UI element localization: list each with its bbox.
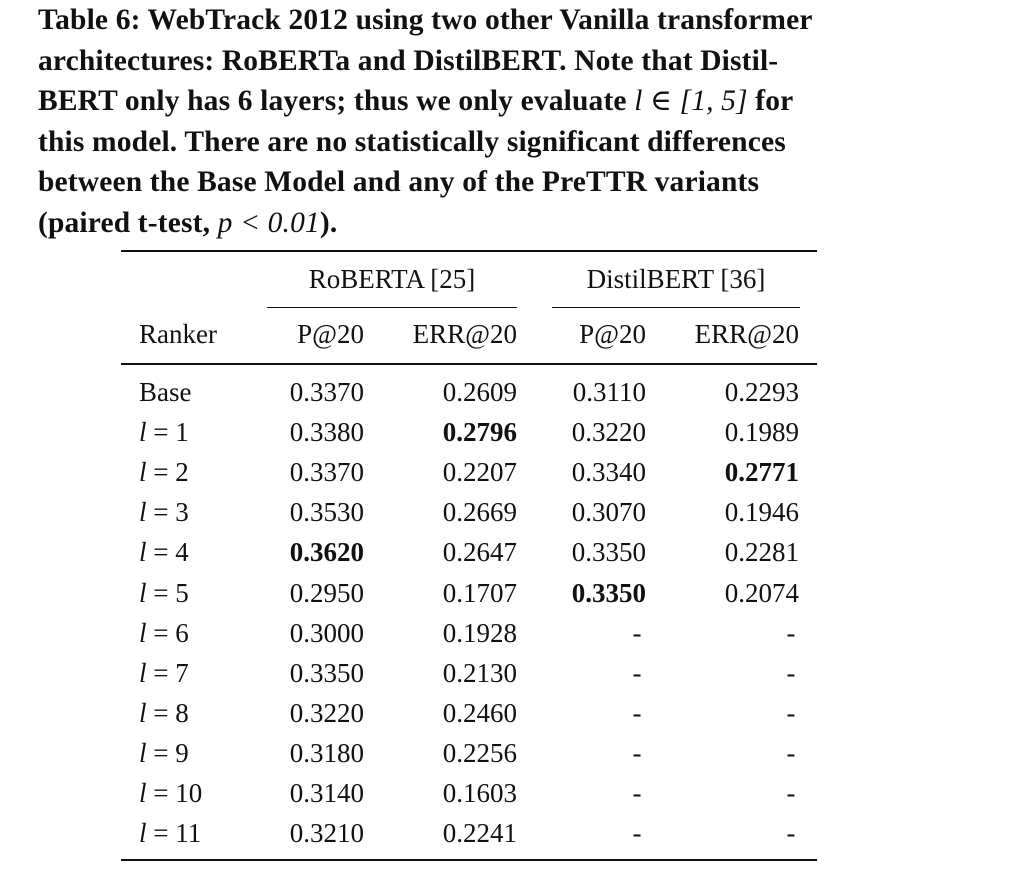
cell-distilbert-p20: -	[632, 818, 642, 849]
cell-roberta-p20: 0.3180	[289, 737, 364, 768]
cell-roberta-p20: 0.3140	[289, 778, 364, 808]
cell-roberta-err20: 0.1603	[442, 778, 517, 808]
row-label: Base	[139, 377, 192, 407]
caption-line-6-tail: ).	[319, 206, 338, 239]
row-label: l = 9	[139, 737, 189, 768]
cell-distilbert-p20: 0.3350	[571, 537, 646, 568]
cell-distilbert-err20: -	[786, 737, 796, 768]
cell-distilbert-p20: 0.3220	[571, 417, 646, 448]
cell-distilbert-p20: -	[632, 697, 642, 728]
row-label: l = 3	[139, 497, 189, 528]
table-header-rule	[121, 363, 817, 365]
cell-distilbert-p20: 0.3070	[571, 497, 646, 528]
cell-roberta-p20: 0.3370	[289, 377, 364, 407]
caption-line-3-tail: for	[755, 85, 794, 117]
roberta-group-rule	[267, 307, 517, 308]
cell-roberta-err20: 0.2256	[442, 737, 517, 768]
row-label: l = 1	[139, 417, 189, 448]
cell-roberta-err20: 0.2647	[442, 537, 517, 568]
column-header-roberta-p20: P@20	[297, 319, 364, 349]
caption-line-2: architectures: RoBERTa and DistilBERT. N…	[38, 44, 779, 77]
cell-roberta-err20: 0.2609	[442, 377, 517, 407]
cell-distilbert-err20: -	[786, 697, 796, 728]
row-label: l = 2	[139, 457, 189, 488]
cell-roberta-p20: 0.3220	[289, 697, 364, 728]
group-header-roberta: RoBERTA [25]	[308, 264, 476, 294]
caption-math-l-range: l ∈ [1, 5]	[634, 85, 748, 117]
cell-distilbert-err20: -	[786, 657, 796, 688]
caption-line-6-text: (paired t-test,	[38, 206, 211, 239]
cell-distilbert-err20: -	[786, 818, 796, 849]
row-label: l = 8	[139, 697, 189, 728]
cell-roberta-err20: 0.2130	[442, 657, 517, 688]
cell-roberta-p20: 0.3000	[289, 617, 364, 648]
cell-distilbert-p20: -	[632, 737, 642, 768]
column-header-distilbert-p20: P@20	[579, 319, 646, 349]
caption-math-p-value: p < 0.01	[217, 206, 320, 239]
cell-roberta-err20: 0.2207	[442, 457, 517, 488]
caption-line-1: Table 6: WebTrack 2012 using two other V…	[38, 4, 813, 36]
table-top-rule	[121, 250, 817, 252]
cell-roberta-err20: 0.2460	[442, 697, 517, 728]
table-bottom-rule	[121, 859, 817, 861]
cell-roberta-err20: 0.2241	[442, 818, 517, 849]
cell-roberta-p20: 0.3350	[289, 657, 364, 688]
row-label: l = 10	[139, 778, 203, 808]
column-header-distilbert-err20: ERR@20	[694, 319, 799, 349]
cell-distilbert-err20: -	[786, 617, 796, 648]
table-caption: Table 6: WebTrack 2012 using two other V…	[38, 0, 918, 243]
cell-distilbert-p20: -	[632, 778, 642, 808]
cell-distilbert-p20: -	[632, 657, 642, 688]
cell-distilbert-err20: -	[786, 778, 796, 808]
cell-distilbert-err20: 0.2771	[724, 457, 799, 488]
cell-roberta-p20: 0.3380	[289, 417, 364, 448]
cell-distilbert-p20: -	[632, 617, 642, 648]
cell-distilbert-err20: 0.2293	[724, 377, 799, 407]
row-label: l = 4	[139, 537, 189, 568]
distilbert-group-rule	[552, 307, 800, 308]
row-label: l = 5	[139, 577, 189, 608]
cell-distilbert-err20: 0.1989	[724, 417, 799, 448]
caption-line-3-text: BERT only has 6 layers; thus we only eva…	[38, 85, 627, 117]
cell-distilbert-err20: 0.2281	[724, 537, 799, 568]
cell-distilbert-p20: 0.3110	[572, 377, 646, 407]
caption-line-6: (paired t-test, p < 0.01).	[38, 203, 918, 244]
cell-roberta-p20: 0.3370	[289, 457, 364, 488]
cell-roberta-p20: 0.3210	[289, 818, 364, 849]
cell-roberta-err20: 0.1928	[442, 617, 517, 648]
cell-roberta-err20: 0.2796	[442, 417, 517, 448]
cell-roberta-err20: 0.2669	[442, 497, 517, 528]
caption-line-4: this model. There are no statistically s…	[38, 125, 786, 158]
group-header-distilbert: DistilBERT [36]	[586, 264, 766, 294]
cell-distilbert-p20: 0.3350	[571, 577, 646, 608]
row-label: l = 6	[139, 617, 189, 648]
cell-roberta-p20: 0.2950	[289, 577, 364, 608]
cell-distilbert-err20: 0.1946	[724, 497, 799, 528]
cell-distilbert-p20: 0.3340	[571, 457, 646, 488]
cell-roberta-p20: 0.3620	[289, 537, 364, 568]
cell-roberta-err20: 0.1707	[442, 577, 517, 608]
column-header-roberta-err20: ERR@20	[412, 319, 517, 349]
row-label: l = 7	[139, 657, 189, 688]
caption-line-5: between the Base Model and any of the Pr…	[38, 166, 760, 198]
cell-distilbert-err20: 0.2074	[724, 577, 799, 608]
row-label: l = 11	[139, 818, 202, 849]
cell-roberta-p20: 0.3530	[289, 497, 364, 528]
column-header-ranker: Ranker	[139, 319, 217, 349]
caption-line-3: BERT only has 6 layers; thus we only eva…	[38, 81, 918, 122]
